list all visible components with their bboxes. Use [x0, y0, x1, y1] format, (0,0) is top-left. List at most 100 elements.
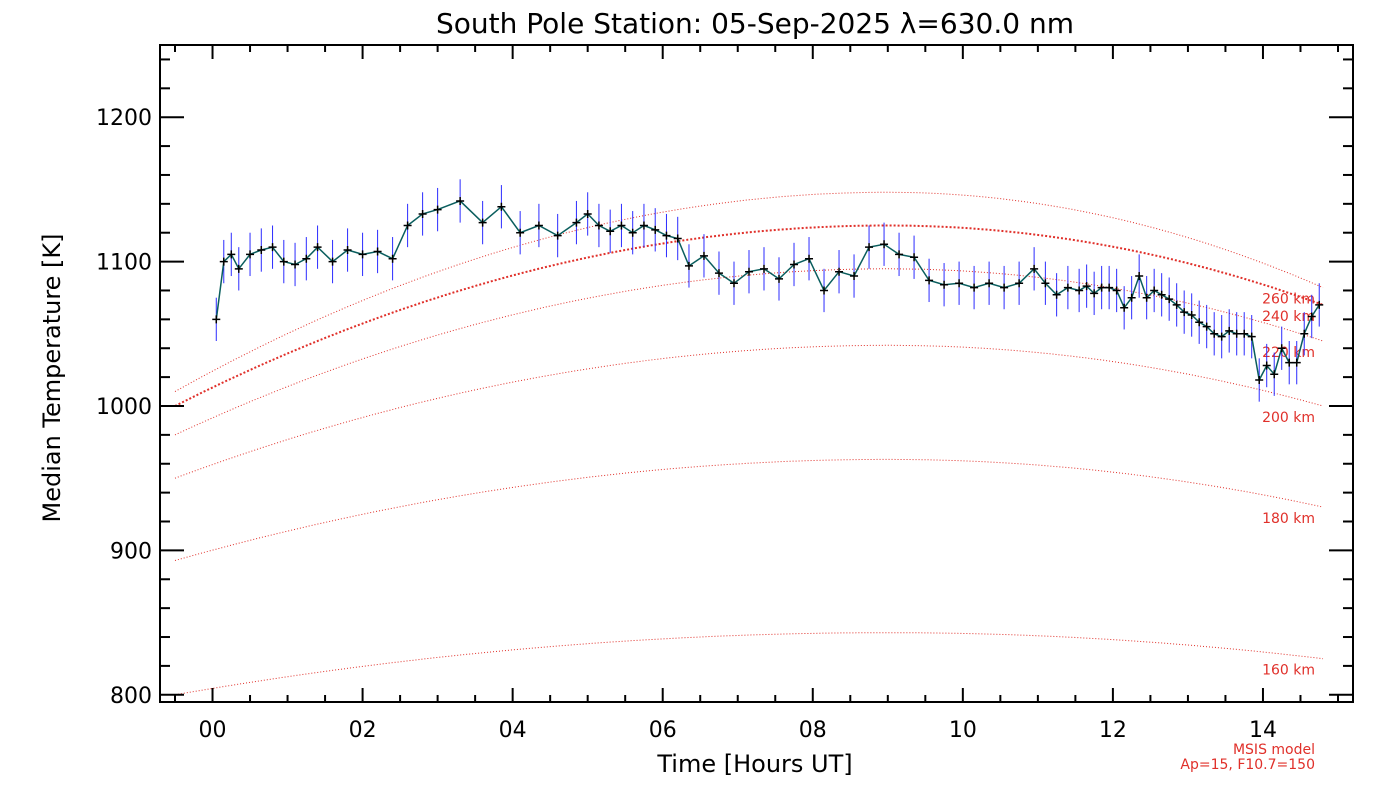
plot-frame — [159, 44, 1354, 703]
data-point — [1240, 329, 1249, 338]
data-point — [313, 243, 322, 252]
data-point — [639, 221, 648, 230]
data-point — [1285, 358, 1294, 367]
data-point — [246, 250, 255, 259]
data-point — [328, 257, 337, 266]
data-point — [373, 247, 382, 256]
data-point — [1202, 322, 1211, 331]
data-point — [760, 264, 769, 273]
data-point — [534, 221, 543, 230]
data-point — [1015, 279, 1024, 288]
data-point — [291, 260, 300, 269]
data-point — [628, 228, 637, 237]
data-point — [227, 250, 236, 259]
data-point — [1097, 283, 1106, 292]
model-curve — [174, 344, 1324, 479]
data-point — [955, 279, 964, 288]
x-tick-label: 14 — [1249, 718, 1277, 743]
data-point — [1041, 279, 1050, 288]
data-point — [1150, 286, 1159, 295]
data-point — [699, 251, 708, 260]
data-point — [1063, 283, 1072, 292]
data-point — [212, 315, 221, 324]
data-point — [850, 272, 859, 281]
data-point — [497, 202, 506, 211]
chart-title: South Pole Station: 05-Sep-2025 λ=630.0 … — [436, 7, 1074, 40]
data-point — [1225, 326, 1234, 335]
data-point — [651, 225, 660, 234]
y-axis-title: Median Temperature [K] — [38, 233, 66, 522]
model-curve-label: 180 km — [1262, 511, 1315, 527]
data-point — [1232, 329, 1241, 338]
data-point — [279, 257, 288, 266]
data-point — [388, 254, 397, 263]
data-point — [673, 234, 682, 243]
model-curve — [174, 458, 1324, 561]
x-tick-label: 12 — [1099, 718, 1127, 743]
x-axis-title: Time [Hours UT] — [656, 750, 852, 778]
data-point — [1000, 283, 1009, 292]
y-tick-label: 1200 — [96, 106, 152, 131]
data-point — [516, 228, 525, 237]
data-point — [1030, 264, 1039, 273]
data-point — [970, 283, 979, 292]
data-point — [865, 243, 874, 252]
data-point — [456, 196, 465, 205]
x-tick-label: 04 — [499, 718, 527, 743]
data-point — [1307, 312, 1316, 321]
data-point — [1135, 272, 1144, 281]
data-point — [257, 246, 266, 255]
data-point — [1300, 329, 1309, 338]
data-point — [714, 269, 723, 278]
x-tick-label: 02 — [349, 718, 377, 743]
data-point — [1187, 311, 1196, 320]
data-point — [1247, 332, 1256, 341]
data-point — [1127, 293, 1136, 302]
data-point — [1255, 375, 1264, 384]
x-tick-label: 00 — [199, 718, 227, 743]
model-curve — [174, 224, 1324, 407]
data-point — [418, 209, 427, 218]
data-point — [775, 274, 784, 283]
data-point — [1075, 286, 1084, 295]
model-curve-label: 220 km — [1262, 345, 1315, 361]
data-point — [1052, 290, 1061, 299]
data-point — [925, 276, 934, 285]
data-point — [1120, 303, 1129, 312]
data-point — [1142, 293, 1151, 302]
data-point — [572, 218, 581, 227]
data-point — [1090, 289, 1099, 298]
data-point — [594, 221, 603, 230]
model-curve-label: 160 km — [1262, 663, 1315, 679]
data-point — [1157, 290, 1166, 299]
model-curve-label: 240 km — [1262, 309, 1315, 325]
data-point — [1315, 300, 1324, 309]
y-tick-label: 800 — [110, 684, 152, 709]
data-point — [1165, 295, 1174, 304]
y-axis-ticks: 800 900 1000 1100 1200 — [96, 58, 1353, 709]
model-curve — [174, 191, 1324, 392]
data-point — [985, 279, 994, 288]
data-point — [729, 279, 738, 288]
data-point — [1082, 282, 1091, 291]
x-axis-ticks: 00 02 04 06 08 10 12 14 — [174, 45, 1339, 743]
data-point — [1195, 318, 1204, 327]
data-point — [820, 286, 829, 295]
data-point — [684, 261, 693, 270]
y-tick-label: 1100 — [96, 251, 152, 276]
data-point — [910, 253, 919, 262]
data-point — [433, 205, 442, 214]
data-point — [805, 254, 814, 263]
data-point — [1217, 332, 1226, 341]
data-point — [234, 264, 243, 273]
model-note-line1: MSIS model — [1233, 742, 1315, 758]
data-point — [219, 257, 228, 266]
data-series — [212, 179, 1324, 402]
data-point — [895, 250, 904, 259]
data-point — [1180, 308, 1189, 317]
data-point — [880, 240, 889, 249]
data-point — [583, 209, 592, 218]
data-point — [1210, 329, 1219, 338]
